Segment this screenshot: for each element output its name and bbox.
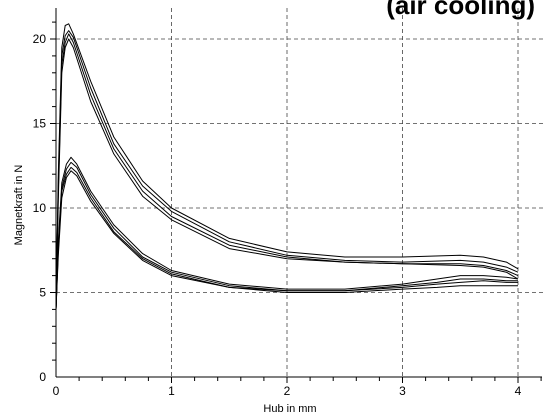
- y-axis-label: Magnetkraft in N: [13, 165, 25, 246]
- axes: 0 1 2 3 4 0 5 10 15 20: [33, 8, 542, 398]
- y-tick-label: 20: [33, 32, 47, 46]
- chart-title: (air cooling): [386, 0, 535, 20]
- series-line-8: [55, 170, 518, 310]
- x-tick-label: 1: [168, 384, 175, 398]
- series-line-6: [55, 161, 518, 310]
- series-line-2: [55, 30, 519, 310]
- series-line-5: [55, 156, 519, 310]
- x-tick-label: 3: [399, 384, 406, 398]
- y-tick-label: 5: [39, 286, 46, 300]
- x-tick-label: 4: [515, 384, 522, 398]
- x-axis-label: Hub in mm: [263, 403, 316, 415]
- series-line-1: [55, 23, 519, 310]
- series-line-7: [55, 166, 518, 310]
- x-tick-label: 2: [284, 384, 291, 398]
- series-line-4: [55, 38, 519, 310]
- series-line-3: [55, 33, 519, 310]
- series-group: [55, 23, 519, 310]
- grid: [56, 8, 544, 377]
- y-tick-label: 10: [33, 201, 47, 215]
- x-tick-label: 0: [53, 384, 60, 398]
- y-tick-label: 15: [33, 117, 47, 131]
- y-tick-label: 0: [39, 370, 46, 384]
